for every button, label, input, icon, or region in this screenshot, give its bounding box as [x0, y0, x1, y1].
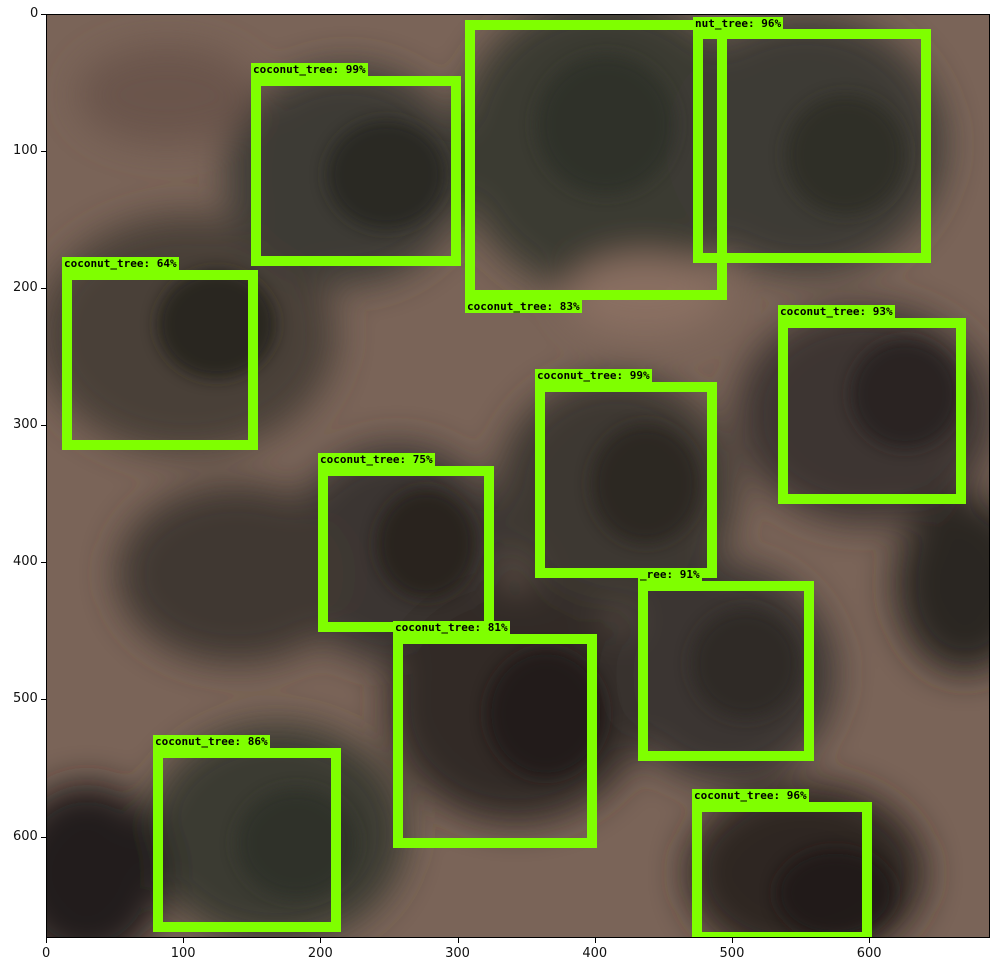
y-tick-mark — [41, 14, 46, 15]
detection-label: coconut_tree: 83% — [465, 300, 582, 313]
y-tick-mark — [41, 288, 46, 290]
detection-label: coconut_tree: 96% — [692, 789, 809, 802]
x-tick-label: 600 — [856, 946, 882, 961]
y-tick-mark — [41, 562, 46, 564]
detection-box — [535, 382, 717, 578]
y-tick-mark — [41, 425, 46, 427]
detection-label: coconut_tree: 99% — [535, 369, 652, 382]
x-tick-label: 500 — [719, 946, 745, 961]
detection-box — [318, 466, 494, 632]
detection-box — [62, 270, 258, 450]
y-tick-label: 400 — [13, 554, 38, 570]
x-tick-mark — [869, 938, 871, 943]
x-tick-mark — [320, 938, 322, 943]
detection-box — [465, 20, 727, 300]
detection-label: _ree: 91% — [638, 568, 702, 581]
image-axes: coconut_tree: 99% coconut_tree: 83% nut_tr… — [46, 14, 990, 938]
detection-box — [778, 318, 966, 504]
x-tick-mark — [594, 938, 596, 943]
x-tick-mark — [732, 938, 734, 943]
y-tick-label: 100 — [13, 143, 38, 159]
detection-box — [692, 802, 872, 937]
detection-label: coconut_tree: 99% — [251, 63, 368, 76]
y-tick-mark — [41, 151, 46, 153]
detection-label: coconut_tree: 75% — [318, 453, 435, 466]
x-tick-mark — [183, 938, 185, 943]
y-tick-label: 500 — [13, 691, 38, 707]
detection-box — [693, 29, 931, 263]
detection-label: coconut_tree: 64% — [62, 257, 179, 270]
detection-label: coconut_tree: 93% — [778, 305, 895, 318]
y-tick-mark — [41, 836, 46, 838]
x-tick-label: 0 — [42, 946, 51, 961]
detection-label: coconut_tree: 86% — [153, 735, 270, 748]
y-tick-label: 300 — [13, 417, 38, 433]
x-tick-label: 400 — [582, 946, 608, 961]
detection-box — [153, 748, 341, 932]
y-tick-mark — [41, 699, 46, 701]
y-tick-label: 200 — [13, 280, 38, 296]
x-tick-mark — [46, 938, 47, 943]
x-tick-label: 300 — [445, 946, 470, 961]
detection-box — [393, 634, 597, 848]
x-tick-label: 200 — [307, 946, 333, 961]
detection-label: nut_tree: 96% — [693, 17, 784, 30]
y-tick-label: 0 — [30, 6, 39, 21]
y-tick-label: 600 — [13, 828, 38, 844]
detection-box — [251, 76, 461, 266]
x-tick-mark — [457, 938, 459, 943]
x-tick-label: 100 — [170, 946, 196, 961]
detection-label: coconut_tree: 81% — [393, 621, 510, 634]
detection-box — [638, 581, 814, 761]
